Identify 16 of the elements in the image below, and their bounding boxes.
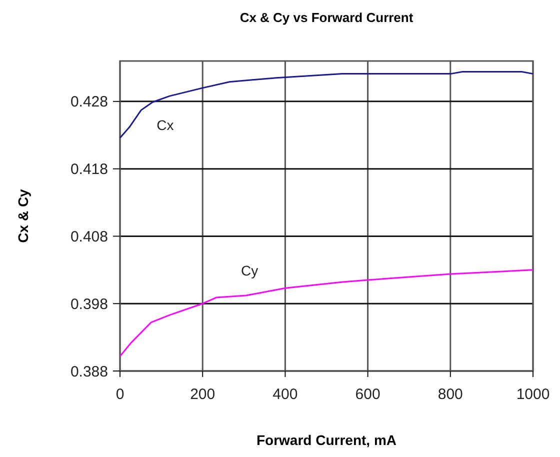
y-tick-label: 0.398 [70,296,108,313]
y-tick-label: 0.408 [70,228,108,246]
series-label: Cx [156,117,174,134]
series-label: Cy [240,262,258,279]
x-axis-title: Forward Current, mA [256,432,397,448]
y-tick-label: 0.388 [70,363,108,380]
x-tick-label: 800 [438,386,463,403]
x-tick-label: 600 [355,386,380,403]
x-tick-label: 0 [116,386,124,403]
x-tick-label: 400 [272,386,298,403]
x-tick-label: 1000 [516,386,550,403]
y-tick-label: 0.428 [70,94,108,111]
y-tick-label: 0.418 [70,161,108,178]
chart-title: Cx & Cy vs Forward Current [240,10,414,25]
x-tick-label: 200 [190,386,216,403]
y-axis-title: Cx & Cy [15,188,31,243]
